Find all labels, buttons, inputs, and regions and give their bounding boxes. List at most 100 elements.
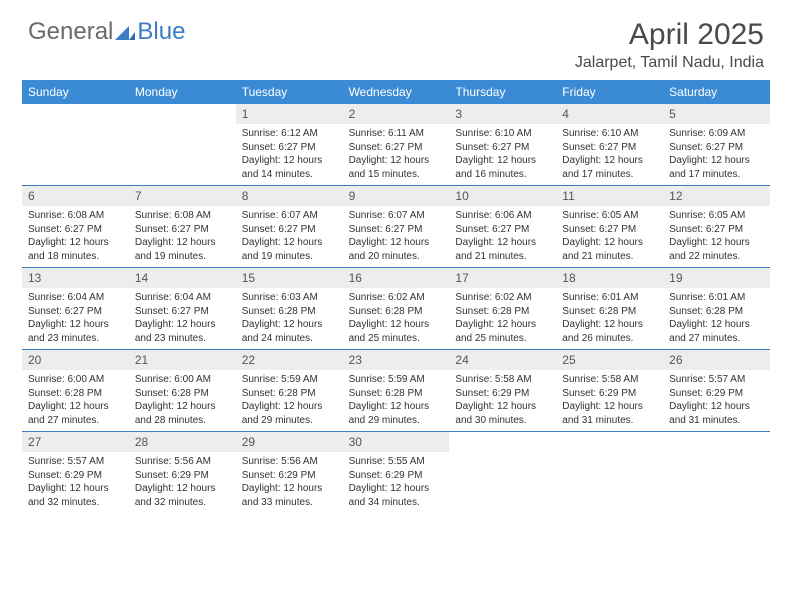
day-details: Sunrise: 6:11 AMSunset: 6:27 PMDaylight:… (343, 124, 450, 185)
day-details: Sunrise: 6:00 AMSunset: 6:28 PMDaylight:… (22, 370, 129, 431)
day-number: 23 (343, 350, 450, 370)
day-cell: 10Sunrise: 6:06 AMSunset: 6:27 PMDayligh… (449, 186, 556, 267)
day-details: Sunrise: 6:06 AMSunset: 6:27 PMDaylight:… (449, 206, 556, 267)
day-details: Sunrise: 5:56 AMSunset: 6:29 PMDaylight:… (236, 452, 343, 513)
title-block: April 2025 Jalarpet, Tamil Nadu, India (575, 18, 764, 72)
day-details: Sunrise: 5:55 AMSunset: 6:29 PMDaylight:… (343, 452, 450, 513)
day-cell: 6Sunrise: 6:08 AMSunset: 6:27 PMDaylight… (22, 186, 129, 267)
week-row: 20Sunrise: 6:00 AMSunset: 6:28 PMDayligh… (22, 350, 770, 432)
day-details: Sunrise: 6:07 AMSunset: 6:27 PMDaylight:… (343, 206, 450, 267)
day-details: Sunrise: 6:01 AMSunset: 6:28 PMDaylight:… (556, 288, 663, 349)
day-details: Sunrise: 5:56 AMSunset: 6:29 PMDaylight:… (129, 452, 236, 513)
day-cell: 5Sunrise: 6:09 AMSunset: 6:27 PMDaylight… (663, 104, 770, 185)
empty-day (663, 432, 770, 513)
day-details: Sunrise: 6:10 AMSunset: 6:27 PMDaylight:… (556, 124, 663, 185)
day-cell: 16Sunrise: 6:02 AMSunset: 6:28 PMDayligh… (343, 268, 450, 349)
day-cell: 24Sunrise: 5:58 AMSunset: 6:29 PMDayligh… (449, 350, 556, 431)
day-number: 2 (343, 104, 450, 124)
day-details: Sunrise: 6:08 AMSunset: 6:27 PMDaylight:… (129, 206, 236, 267)
day-number: 19 (663, 268, 770, 288)
day-number: 28 (129, 432, 236, 452)
day-cell: 22Sunrise: 5:59 AMSunset: 6:28 PMDayligh… (236, 350, 343, 431)
weekday-header: Friday (556, 80, 663, 104)
location: Jalarpet, Tamil Nadu, India (575, 54, 764, 72)
day-details: Sunrise: 6:00 AMSunset: 6:28 PMDaylight:… (129, 370, 236, 431)
day-cell: 27Sunrise: 5:57 AMSunset: 6:29 PMDayligh… (22, 432, 129, 513)
day-number: 7 (129, 186, 236, 206)
day-details: Sunrise: 5:58 AMSunset: 6:29 PMDaylight:… (556, 370, 663, 431)
day-number: 6 (22, 186, 129, 206)
day-number: 22 (236, 350, 343, 370)
day-number: 20 (22, 350, 129, 370)
day-details: Sunrise: 5:58 AMSunset: 6:29 PMDaylight:… (449, 370, 556, 431)
day-number: 29 (236, 432, 343, 452)
logo-triangle-icon (115, 24, 135, 40)
day-cell: 29Sunrise: 5:56 AMSunset: 6:29 PMDayligh… (236, 432, 343, 513)
day-details: Sunrise: 5:59 AMSunset: 6:28 PMDaylight:… (236, 370, 343, 431)
calendar: SundayMondayTuesdayWednesdayThursdayFrid… (0, 80, 792, 513)
day-cell: 15Sunrise: 6:03 AMSunset: 6:28 PMDayligh… (236, 268, 343, 349)
day-number: 8 (236, 186, 343, 206)
day-cell: 26Sunrise: 5:57 AMSunset: 6:29 PMDayligh… (663, 350, 770, 431)
day-number: 5 (663, 104, 770, 124)
day-number: 3 (449, 104, 556, 124)
day-cell: 1Sunrise: 6:12 AMSunset: 6:27 PMDaylight… (236, 104, 343, 185)
day-number: 21 (129, 350, 236, 370)
logo-text-blue: Blue (137, 18, 185, 46)
day-number: 9 (343, 186, 450, 206)
weekday-header: Sunday (22, 80, 129, 104)
logo: General Blue (28, 18, 185, 46)
day-number: 17 (449, 268, 556, 288)
day-details: Sunrise: 6:09 AMSunset: 6:27 PMDaylight:… (663, 124, 770, 185)
day-cell: 8Sunrise: 6:07 AMSunset: 6:27 PMDaylight… (236, 186, 343, 267)
empty-day (22, 104, 129, 185)
day-details: Sunrise: 6:10 AMSunset: 6:27 PMDaylight:… (449, 124, 556, 185)
weekday-header: Saturday (663, 80, 770, 104)
day-cell: 11Sunrise: 6:05 AMSunset: 6:27 PMDayligh… (556, 186, 663, 267)
day-cell: 2Sunrise: 6:11 AMSunset: 6:27 PMDaylight… (343, 104, 450, 185)
day-number: 30 (343, 432, 450, 452)
day-cell: 25Sunrise: 5:58 AMSunset: 6:29 PMDayligh… (556, 350, 663, 431)
day-number: 24 (449, 350, 556, 370)
weekday-header: Tuesday (236, 80, 343, 104)
empty-day (129, 104, 236, 185)
day-cell: 14Sunrise: 6:04 AMSunset: 6:27 PMDayligh… (129, 268, 236, 349)
day-details: Sunrise: 5:59 AMSunset: 6:28 PMDaylight:… (343, 370, 450, 431)
day-cell: 4Sunrise: 6:10 AMSunset: 6:27 PMDaylight… (556, 104, 663, 185)
day-cell: 9Sunrise: 6:07 AMSunset: 6:27 PMDaylight… (343, 186, 450, 267)
day-cell: 23Sunrise: 5:59 AMSunset: 6:28 PMDayligh… (343, 350, 450, 431)
week-row: 27Sunrise: 5:57 AMSunset: 6:29 PMDayligh… (22, 432, 770, 513)
day-number: 13 (22, 268, 129, 288)
day-number: 10 (449, 186, 556, 206)
calendar-body: 1Sunrise: 6:12 AMSunset: 6:27 PMDaylight… (22, 104, 770, 513)
day-details: Sunrise: 6:05 AMSunset: 6:27 PMDaylight:… (663, 206, 770, 267)
week-row: 6Sunrise: 6:08 AMSunset: 6:27 PMDaylight… (22, 186, 770, 268)
weekday-header: Monday (129, 80, 236, 104)
day-number: 1 (236, 104, 343, 124)
day-number: 27 (22, 432, 129, 452)
day-number: 12 (663, 186, 770, 206)
day-details: Sunrise: 6:03 AMSunset: 6:28 PMDaylight:… (236, 288, 343, 349)
day-details: Sunrise: 6:12 AMSunset: 6:27 PMDaylight:… (236, 124, 343, 185)
weekday-header-row: SundayMondayTuesdayWednesdayThursdayFrid… (22, 80, 770, 104)
day-details: Sunrise: 6:05 AMSunset: 6:27 PMDaylight:… (556, 206, 663, 267)
day-details: Sunrise: 6:08 AMSunset: 6:27 PMDaylight:… (22, 206, 129, 267)
day-details: Sunrise: 6:04 AMSunset: 6:27 PMDaylight:… (22, 288, 129, 349)
header: General Blue April 2025 Jalarpet, Tamil … (0, 0, 792, 80)
day-details: Sunrise: 6:04 AMSunset: 6:27 PMDaylight:… (129, 288, 236, 349)
empty-day (556, 432, 663, 513)
weekday-header: Wednesday (343, 80, 450, 104)
day-details: Sunrise: 5:57 AMSunset: 6:29 PMDaylight:… (663, 370, 770, 431)
empty-day (449, 432, 556, 513)
week-row: 13Sunrise: 6:04 AMSunset: 6:27 PMDayligh… (22, 268, 770, 350)
day-number: 14 (129, 268, 236, 288)
day-details: Sunrise: 6:07 AMSunset: 6:27 PMDaylight:… (236, 206, 343, 267)
week-row: 1Sunrise: 6:12 AMSunset: 6:27 PMDaylight… (22, 104, 770, 186)
day-cell: 7Sunrise: 6:08 AMSunset: 6:27 PMDaylight… (129, 186, 236, 267)
day-number: 16 (343, 268, 450, 288)
day-cell: 19Sunrise: 6:01 AMSunset: 6:28 PMDayligh… (663, 268, 770, 349)
day-details: Sunrise: 6:02 AMSunset: 6:28 PMDaylight:… (449, 288, 556, 349)
day-cell: 21Sunrise: 6:00 AMSunset: 6:28 PMDayligh… (129, 350, 236, 431)
weekday-header: Thursday (449, 80, 556, 104)
day-details: Sunrise: 6:02 AMSunset: 6:28 PMDaylight:… (343, 288, 450, 349)
